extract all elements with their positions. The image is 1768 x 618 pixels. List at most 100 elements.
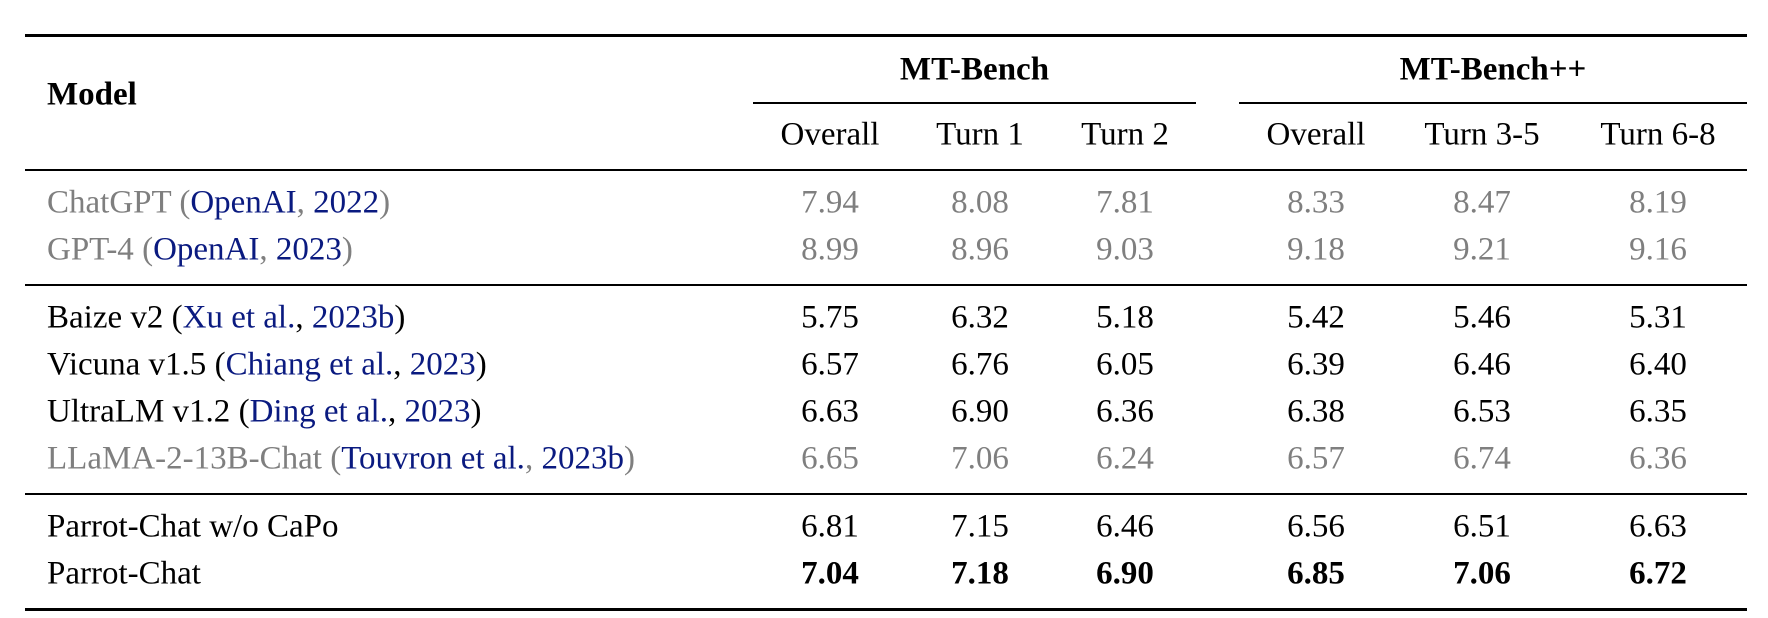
score: 7.06 [1453, 555, 1511, 592]
cite-author: OpenAI [153, 231, 260, 268]
citation: Xu et al. 2023b [163, 300, 405, 336]
score: 9.21 [1453, 231, 1511, 268]
score: 6.76 [951, 346, 1009, 383]
score: 6.38 [1287, 393, 1345, 430]
cite-year: 2023 [393, 347, 487, 383]
cite-author: Chiang et al. [225, 346, 394, 383]
cite-year: 2022 [297, 185, 391, 221]
score: 5.18 [1096, 299, 1154, 336]
rule [753, 102, 1196, 104]
header-column: Turn 2 [1081, 116, 1169, 153]
model-cell: ChatGPT OpenAI 2022 [47, 184, 390, 221]
score: 6.65 [801, 440, 859, 477]
score: 7.18 [951, 555, 1009, 592]
score: 6.74 [1453, 440, 1511, 477]
score: 7.94 [801, 184, 859, 221]
score: 6.81 [801, 508, 859, 545]
cite-year-text: 2023 [409, 346, 476, 383]
cite-year: 2023b [525, 441, 635, 477]
cite-year-text: 2023 [275, 231, 342, 268]
score: 7.06 [951, 440, 1009, 477]
model-name: GPT-4 [47, 231, 134, 268]
score: 6.56 [1287, 508, 1345, 545]
rule [25, 284, 1747, 286]
score: 6.85 [1287, 555, 1345, 592]
cite-year: 2023 [259, 232, 353, 268]
citation: OpenAI 2022 [171, 185, 390, 221]
score: 9.18 [1287, 231, 1345, 268]
model-name: Vicuna v1.5 [47, 346, 207, 383]
model-name: Parrot-Chat [47, 555, 201, 592]
header-group: MT-Bench++ [1399, 51, 1587, 88]
score: 6.24 [1096, 440, 1154, 477]
score: 9.16 [1629, 231, 1687, 268]
citation: Ding et al. 2023 [230, 394, 481, 430]
score: 6.36 [1096, 393, 1154, 430]
score: 8.33 [1287, 184, 1345, 221]
model-name: UltraLM v1.2 [47, 393, 231, 430]
score: 6.53 [1453, 393, 1511, 430]
score: 6.40 [1629, 346, 1687, 383]
score: 7.15 [951, 508, 1009, 545]
cite-year-text: 2023 [404, 393, 471, 430]
score: 6.36 [1629, 440, 1687, 477]
score: 5.42 [1287, 299, 1345, 336]
score: 6.32 [951, 299, 1009, 336]
rule [25, 34, 1747, 37]
score: 9.03 [1096, 231, 1154, 268]
score: 8.99 [801, 231, 859, 268]
header-model: Model [47, 76, 137, 113]
cite-year: 2023b [295, 300, 405, 336]
score: 5.75 [801, 299, 859, 336]
citation: Touvron et al. 2023b [322, 441, 635, 477]
cite-year-text: 2023b [311, 299, 395, 336]
score: 5.31 [1629, 299, 1687, 336]
model-cell: GPT-4 OpenAI 2023 [47, 231, 353, 268]
score: 8.96 [951, 231, 1009, 268]
cite-author: Xu et al. [182, 299, 296, 336]
header-column: Overall [780, 116, 880, 153]
score: 7.04 [801, 555, 859, 592]
score: 6.90 [1096, 555, 1154, 592]
header-column: Turn 3-5 [1424, 116, 1540, 153]
cite-year-text: 2023b [541, 440, 624, 477]
model-name: Baize v2 [47, 299, 164, 336]
model-cell: LLaMA-2-13B-Chat Touvron et al. 2023b [47, 440, 635, 477]
model-name: LLaMA-2-13B-Chat [47, 440, 322, 477]
model-cell: UltraLM v1.2 Ding et al. 2023 [47, 393, 481, 430]
rule [25, 608, 1747, 611]
citation: OpenAI 2023 [134, 232, 353, 268]
model-cell: Baize v2 Xu et al. 2023b [47, 299, 405, 336]
cite-author: Ding et al. [249, 393, 388, 430]
score: 6.57 [801, 346, 859, 383]
score: 6.57 [1287, 440, 1345, 477]
header-column: Turn 1 [936, 116, 1024, 153]
rule [1239, 102, 1747, 104]
score: 6.90 [951, 393, 1009, 430]
score: 6.46 [1453, 346, 1511, 383]
score: 8.08 [951, 184, 1009, 221]
rule [25, 493, 1747, 495]
score: 8.19 [1629, 184, 1687, 221]
score: 6.05 [1096, 346, 1154, 383]
cite-author: OpenAI [190, 184, 297, 221]
score: 6.72 [1629, 555, 1687, 592]
model-name: Parrot-Chat w/o CaPo [47, 508, 339, 545]
citation: Chiang et al. 2023 [206, 347, 486, 383]
header-column: Turn 6-8 [1600, 116, 1716, 153]
score: 6.35 [1629, 393, 1687, 430]
score: 6.51 [1453, 508, 1511, 545]
model-cell: Vicuna v1.5 Chiang et al. 2023 [47, 346, 487, 383]
model-cell: Parrot-Chat [47, 555, 201, 592]
score: 7.81 [1096, 184, 1154, 221]
header-group: MT-Bench [899, 51, 1050, 88]
header-column: Overall [1266, 116, 1366, 153]
score: 6.63 [1629, 508, 1687, 545]
cite-year-text: 2022 [313, 184, 380, 221]
score: 6.39 [1287, 346, 1345, 383]
model-name: ChatGPT [47, 184, 172, 221]
score: 6.63 [801, 393, 859, 430]
score: 8.47 [1453, 184, 1511, 221]
score: 6.46 [1096, 508, 1154, 545]
